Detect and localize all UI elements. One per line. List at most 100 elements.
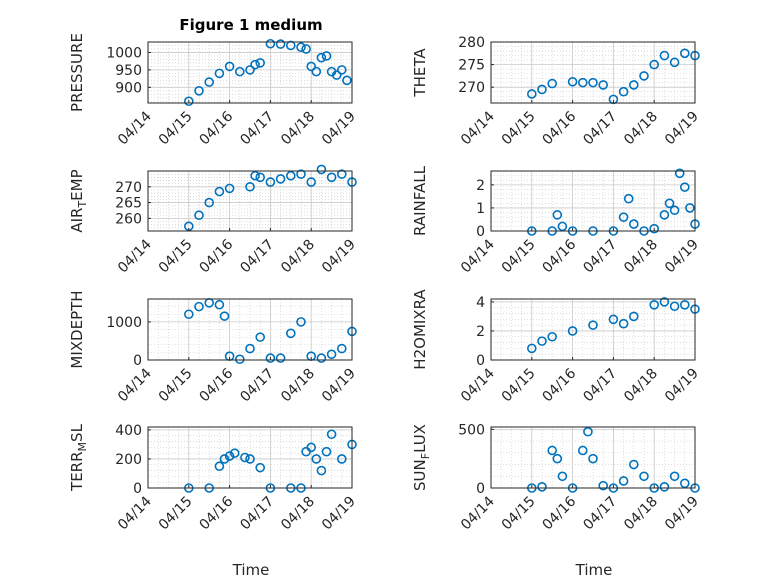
data-point xyxy=(301,44,311,54)
data-point xyxy=(214,68,225,79)
data-point xyxy=(235,354,245,365)
data-point xyxy=(321,446,332,457)
data-point xyxy=(250,170,260,181)
x-tick-label: 04/15 xyxy=(499,237,539,277)
data-point xyxy=(184,96,194,107)
data-point xyxy=(275,174,286,184)
x-tick-label: 04/19 xyxy=(319,237,359,277)
x-tick-label: 04/16 xyxy=(197,108,237,148)
y-tick-label: 1 xyxy=(476,201,485,217)
y-tick-label: 270 xyxy=(458,80,485,96)
data-point xyxy=(649,223,660,234)
data-point xyxy=(296,42,306,53)
x-tick-label: 04/18 xyxy=(621,494,661,534)
data-point xyxy=(306,177,317,187)
data-point xyxy=(618,476,629,486)
data-point xyxy=(577,77,588,88)
data-point xyxy=(194,210,204,221)
y-axis-label: AIRTEMP xyxy=(68,169,89,232)
data-point xyxy=(224,61,235,72)
axes-box xyxy=(490,298,696,361)
data-point xyxy=(342,75,352,86)
x-tick-label: 04/19 xyxy=(662,366,702,406)
data-point xyxy=(679,478,690,489)
data-point xyxy=(214,461,225,472)
data-point xyxy=(255,172,266,183)
data-point xyxy=(255,332,266,342)
data-point xyxy=(229,448,240,458)
data-point xyxy=(306,442,317,453)
data-point xyxy=(326,172,337,183)
subplot-7: 0 200 400 04/14 04/15 04/16 04/17 04/18 04/19 TER… xyxy=(68,423,359,533)
data-point xyxy=(265,38,276,49)
data-point xyxy=(326,429,337,440)
data-point xyxy=(240,452,250,463)
data-point xyxy=(649,59,660,70)
axes-box xyxy=(147,170,353,232)
data-point xyxy=(224,451,235,461)
data-point xyxy=(285,328,296,339)
data-point xyxy=(669,301,680,312)
y-tick-label: 4 xyxy=(476,295,485,311)
y-tick-label: 1000 xyxy=(106,45,142,61)
data-point xyxy=(255,58,266,68)
data-point xyxy=(275,39,286,49)
data-point xyxy=(669,57,680,68)
data-point xyxy=(311,454,322,464)
x-tick-label: 04/17 xyxy=(237,494,277,534)
y-axis-label: SUNFLUX xyxy=(411,424,432,491)
data-point xyxy=(336,169,347,179)
x-tick-label: 04/14 xyxy=(115,108,155,148)
x-tick-label: 04/16 xyxy=(540,493,580,533)
y-axis-label: TERRMSL xyxy=(68,423,89,492)
y-tick-label: 200 xyxy=(115,452,142,468)
data-point xyxy=(296,317,306,327)
y-tick-label: 500 xyxy=(458,422,485,438)
data-point xyxy=(552,210,563,220)
data-point xyxy=(547,331,558,342)
x-tick-label: 04/15 xyxy=(499,494,539,534)
x-tick-label: 04/19 xyxy=(662,109,702,149)
x-tick-label: 04/14 xyxy=(458,108,498,148)
data-point xyxy=(659,50,670,61)
x-tick-label: 04/17 xyxy=(237,109,277,149)
data-point xyxy=(526,89,537,99)
data-point xyxy=(316,465,327,476)
x-tick-label: 04/14 xyxy=(458,493,498,533)
data-point xyxy=(537,84,547,95)
x-tick-label: 04/19 xyxy=(662,494,702,534)
data-point xyxy=(547,78,558,89)
y-tick-label: 900 xyxy=(115,80,142,96)
data-point xyxy=(547,445,558,456)
y-tick-label: 1000 xyxy=(106,315,142,331)
data-point xyxy=(250,59,260,70)
data-point xyxy=(659,210,670,220)
data-point xyxy=(537,336,547,346)
data-point xyxy=(336,454,347,464)
x-tick-label: 04/19 xyxy=(319,494,359,534)
data-point xyxy=(204,77,214,87)
axes-box xyxy=(147,41,353,104)
data-point xyxy=(245,343,255,354)
axes-box xyxy=(490,170,696,232)
x-tick-label: 04/14 xyxy=(458,236,498,276)
figure-title: Figure 1 medium xyxy=(179,16,322,34)
y-tick-label: 280 xyxy=(458,35,485,51)
data-point xyxy=(336,343,347,354)
data-point xyxy=(628,219,639,229)
data-point xyxy=(219,454,230,464)
data-point xyxy=(265,353,276,363)
data-point xyxy=(588,320,598,330)
y-tick-label: 950 xyxy=(115,63,142,79)
data-point xyxy=(331,70,342,80)
y-tick-label: 270 xyxy=(115,180,142,196)
data-point xyxy=(306,61,317,72)
y-tick-label: 0 xyxy=(133,481,142,497)
data-point xyxy=(567,326,578,336)
y-axis-label: H2OMIXRA xyxy=(411,289,429,370)
y-tick-label: 0 xyxy=(476,224,485,240)
data-point xyxy=(583,426,593,437)
data-point xyxy=(219,311,230,321)
